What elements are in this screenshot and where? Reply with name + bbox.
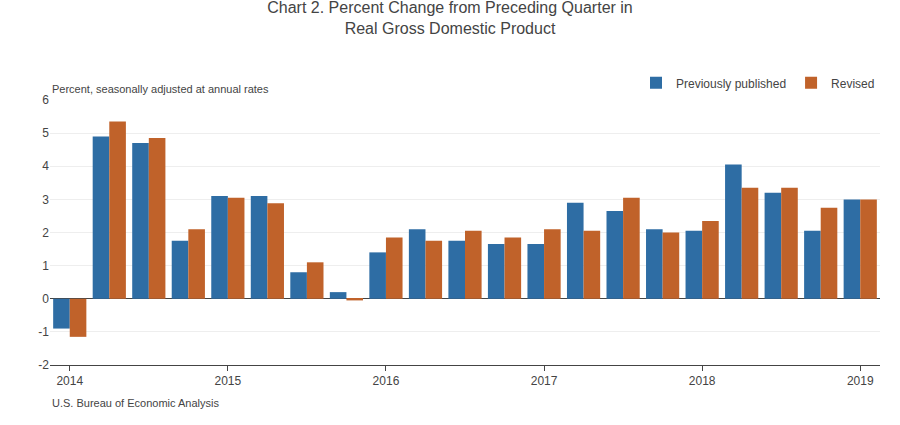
svg-text:Revised: Revised [831, 77, 874, 91]
svg-text:Chart 2. Percent Change from P: Chart 2. Percent Change from Preceding Q… [267, 0, 633, 37]
svg-text:2016: 2016 [373, 374, 400, 388]
svg-text:3: 3 [42, 193, 49, 207]
svg-text:-1: -1 [38, 325, 49, 339]
svg-text:2017: 2017 [531, 374, 558, 388]
svg-text:1: 1 [42, 259, 49, 273]
svg-text:5: 5 [42, 126, 49, 140]
svg-text:-2: -2 [38, 358, 49, 372]
svg-text:2015: 2015 [215, 374, 242, 388]
svg-text:2018: 2018 [689, 374, 716, 388]
svg-text:U.S. Bureau of Economic Analys: U.S. Bureau of Economic Analysis [52, 397, 219, 409]
svg-text:2019: 2019 [847, 374, 874, 388]
svg-text:0: 0 [42, 292, 49, 306]
svg-text:6: 6 [42, 93, 49, 107]
svg-text:2014: 2014 [56, 374, 83, 388]
svg-text:Percent, seasonally adjusted a: Percent, seasonally adjusted at annual r… [52, 83, 269, 95]
svg-text:4: 4 [42, 159, 49, 173]
svg-text:2: 2 [42, 226, 49, 240]
svg-text:Previously published: Previously published [676, 77, 786, 91]
